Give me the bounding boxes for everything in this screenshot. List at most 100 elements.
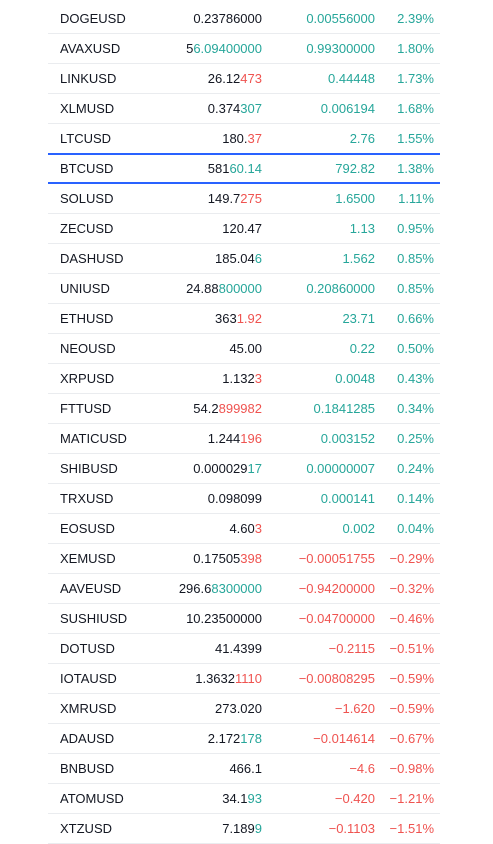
watchlist-row-iotausd[interactable]: IOTAUSD 1.36321110 −0.00808295 −0.59% xyxy=(48,664,440,694)
watchlist-row-uniusd[interactable]: UNIUSD 24.88800000 0.20860000 0.85% xyxy=(48,274,440,304)
symbol-label: ZECUSD xyxy=(60,221,114,236)
last-price-base: 1.244 xyxy=(207,431,241,446)
last-price-changed-digits: 800000 xyxy=(218,281,262,296)
change-percent: 0.66% xyxy=(397,311,434,326)
last-price: 0.00002917 xyxy=(193,454,262,483)
last-price: 7.1899 xyxy=(222,814,262,843)
watchlist-row-xtzusd[interactable]: XTZUSD 7.1899 −0.1103 −1.51% xyxy=(48,814,440,844)
watchlist-row-xmrusd[interactable]: XMRUSD 273.020 −1.620 −0.59% xyxy=(48,694,440,724)
last-price-base: 466.1 xyxy=(229,761,262,776)
last-price: 0.17505398 xyxy=(193,544,262,573)
watchlist-row-xrpusd[interactable]: XRPUSD 1.1323 0.0048 0.43% xyxy=(48,364,440,394)
last-price-base: 185.04 xyxy=(215,251,255,266)
last-price-base: 149.7 xyxy=(207,191,241,206)
watchlist-row-bnbusd[interactable]: BNBUSD 466.1 −4.6 −0.98% xyxy=(48,754,440,784)
watchlist-row-aaveusd[interactable]: AAVEUSD 296.68300000 −0.94200000 −0.32% xyxy=(48,574,440,604)
symbol-label: AAVEUSD xyxy=(60,581,122,596)
change-percent: 0.95% xyxy=(397,221,434,236)
change-value: 0.003152 xyxy=(320,431,375,446)
last-price-changed-digits: 6.09400000 xyxy=(193,41,262,56)
last-price-changed-digits: 6 xyxy=(254,251,262,266)
watchlist-row-btcusd[interactable]: BTCUSD 58160.14 792.82 1.38% xyxy=(48,153,440,184)
watchlist-row-zecusd[interactable]: ZECUSD 120.47 1.13 0.95% xyxy=(48,214,440,244)
watchlist-row-avaxusd[interactable]: AVAXUSD 56.09400000 0.99300000 1.80% xyxy=(48,34,440,64)
symbol-label: LTCUSD xyxy=(60,131,112,146)
change-value: −0.420 xyxy=(334,791,375,806)
change-percent: 0.85% xyxy=(397,251,434,266)
last-price-changed-digits: 1110 xyxy=(235,671,262,686)
last-price-changed-digits: 17 xyxy=(247,461,262,476)
change-percent: −1.51% xyxy=(389,821,434,836)
last-price: 56.09400000 xyxy=(186,34,262,63)
change-value: −0.014614 xyxy=(313,731,375,746)
change-percent: −0.59% xyxy=(389,671,434,686)
change-value: −0.00808295 xyxy=(298,671,375,686)
symbol-label: XMRUSD xyxy=(60,701,117,716)
change-percent: 2.39% xyxy=(397,11,434,26)
last-price-base: 180. xyxy=(222,131,248,146)
symbol-label: BTCUSD xyxy=(60,161,114,176)
last-price-changed-digits: 275 xyxy=(240,191,262,206)
watchlist-row-linkusd[interactable]: LINKUSD 26.12473 0.44448 1.73% xyxy=(48,64,440,94)
change-value: 0.0048 xyxy=(335,371,375,386)
last-price: 466.1 xyxy=(229,754,262,783)
change-value: 0.44448 xyxy=(328,71,375,86)
symbol-label: IOTAUSD xyxy=(60,671,117,686)
change-value: 0.20860000 xyxy=(306,281,375,296)
watchlist-row-dotusd[interactable]: DOTUSD 41.4399 −0.2115 −0.51% xyxy=(48,634,440,664)
watchlist-row-dashusd[interactable]: DASHUSD 185.046 1.562 0.85% xyxy=(48,244,440,274)
last-price-base: 0.098099 xyxy=(207,491,262,506)
last-price-changed-digits: 307 xyxy=(240,101,262,116)
symbol-label: DOTUSD xyxy=(60,641,115,656)
watchlist-row-adausd[interactable]: ADAUSD 2.172178 −0.014614 −0.67% xyxy=(48,724,440,754)
last-price-base: 120.47 xyxy=(222,221,262,236)
last-price-base: 363 xyxy=(214,311,237,326)
watchlist-row-atomusd[interactable]: ATOMUSD 34.193 −0.420 −1.21% xyxy=(48,784,440,814)
change-percent: 0.04% xyxy=(397,521,434,536)
last-price-base: 0.374 xyxy=(207,101,241,116)
watchlist-row-xemusd[interactable]: XEMUSD 0.17505398 −0.00051755 −0.29% xyxy=(48,544,440,574)
last-price-changed-digits: 9 xyxy=(254,821,262,836)
change-percent: 0.24% xyxy=(397,461,434,476)
last-price-base: 581 xyxy=(207,161,230,176)
last-price-base: 54.2 xyxy=(193,401,219,416)
change-percent: 0.43% xyxy=(397,371,434,386)
last-price-changed-digits: 899982 xyxy=(218,401,262,416)
last-price-base: 0.000029 xyxy=(193,461,248,476)
last-price: 45.00 xyxy=(229,334,262,363)
symbol-label: ETHUSD xyxy=(60,311,114,326)
change-value: 0.000141 xyxy=(320,491,375,506)
change-percent: 1.38% xyxy=(397,161,434,176)
last-price: 120.47 xyxy=(222,214,262,243)
last-price-changed-digits: 8300000 xyxy=(211,581,262,596)
watchlist-row-eosusd[interactable]: EOSUSD 4.603 0.002 0.04% xyxy=(48,514,440,544)
change-value: 0.002 xyxy=(342,521,375,536)
last-price: 58160.14 xyxy=(208,155,262,182)
last-price: 1.244196 xyxy=(208,424,262,453)
symbol-label: NEOUSD xyxy=(60,341,116,356)
symbol-label: FTTUSD xyxy=(60,401,112,416)
change-value: −0.94200000 xyxy=(298,581,375,596)
change-value: 792.82 xyxy=(335,161,375,176)
symbol-label: DASHUSD xyxy=(60,251,124,266)
watchlist-row-fttusd[interactable]: FTTUSD 54.2899982 0.1841285 0.34% xyxy=(48,394,440,424)
symbol-label: XLMUSD xyxy=(60,101,115,116)
watchlist-row-solusd[interactable]: SOLUSD 149.7275 1.6500 1.11% xyxy=(48,184,440,214)
watchlist-row-xlmusd[interactable]: XLMUSD 0.374307 0.006194 1.68% xyxy=(48,94,440,124)
watchlist-row-neousd[interactable]: NEOUSD 45.00 0.22 0.50% xyxy=(48,334,440,364)
watchlist-row-dogeusd[interactable]: DOGEUSD 0.23786000 0.00556000 2.39% xyxy=(48,4,440,34)
watchlist-row-ethusd[interactable]: ETHUSD 3631.92 23.71 0.66% xyxy=(48,304,440,334)
watchlist-row-ltcusd[interactable]: LTCUSD 180.37 2.76 1.55% xyxy=(48,124,440,154)
change-percent: 0.85% xyxy=(397,281,434,296)
change-value: 0.22 xyxy=(349,341,375,356)
change-percent: 0.14% xyxy=(397,491,434,506)
last-price-changed-digits: 178 xyxy=(240,731,262,746)
watchlist-row-maticusd[interactable]: MATICUSD 1.244196 0.003152 0.25% xyxy=(48,424,440,454)
symbol-label: TRXUSD xyxy=(60,491,114,506)
watchlist-row-shibusd[interactable]: SHIBUSD 0.00002917 0.00000007 0.24% xyxy=(48,454,440,484)
watchlist-row-trxusd[interactable]: TRXUSD 0.098099 0.000141 0.14% xyxy=(48,484,440,514)
symbol-label: SOLUSD xyxy=(60,191,114,206)
last-price: 3631.92 xyxy=(215,304,262,333)
symbol-label: XEMUSD xyxy=(60,551,116,566)
watchlist-row-sushiusd[interactable]: SUSHIUSD 10.23500000 −0.04700000 −0.46% xyxy=(48,604,440,634)
